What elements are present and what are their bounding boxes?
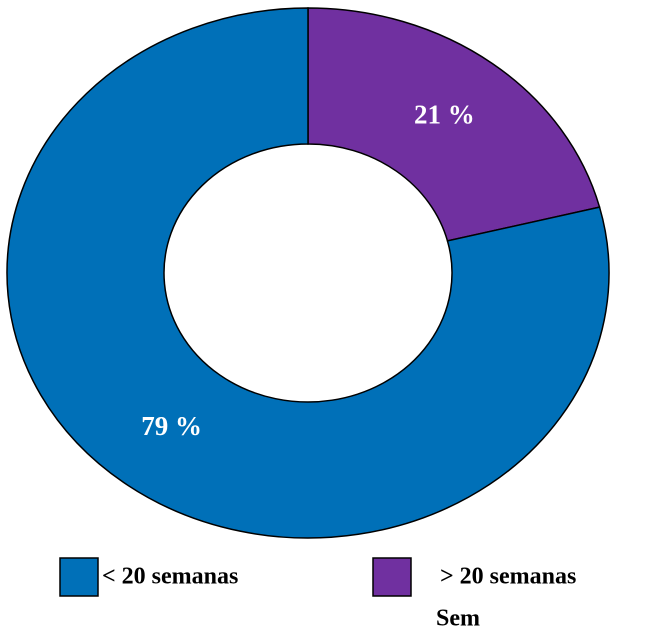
legend-swatch (59, 557, 99, 597)
value-label: 79 % (141, 411, 202, 441)
donut-slice (6, 7, 610, 539)
annotation: Sem (436, 606, 480, 631)
legend-label: < 20 semanas (102, 564, 238, 590)
legend-label: > 20 semanas (440, 564, 576, 590)
value-label: 21 % (414, 100, 475, 130)
donut-slice (307, 7, 601, 242)
legend-swatch (372, 557, 412, 597)
